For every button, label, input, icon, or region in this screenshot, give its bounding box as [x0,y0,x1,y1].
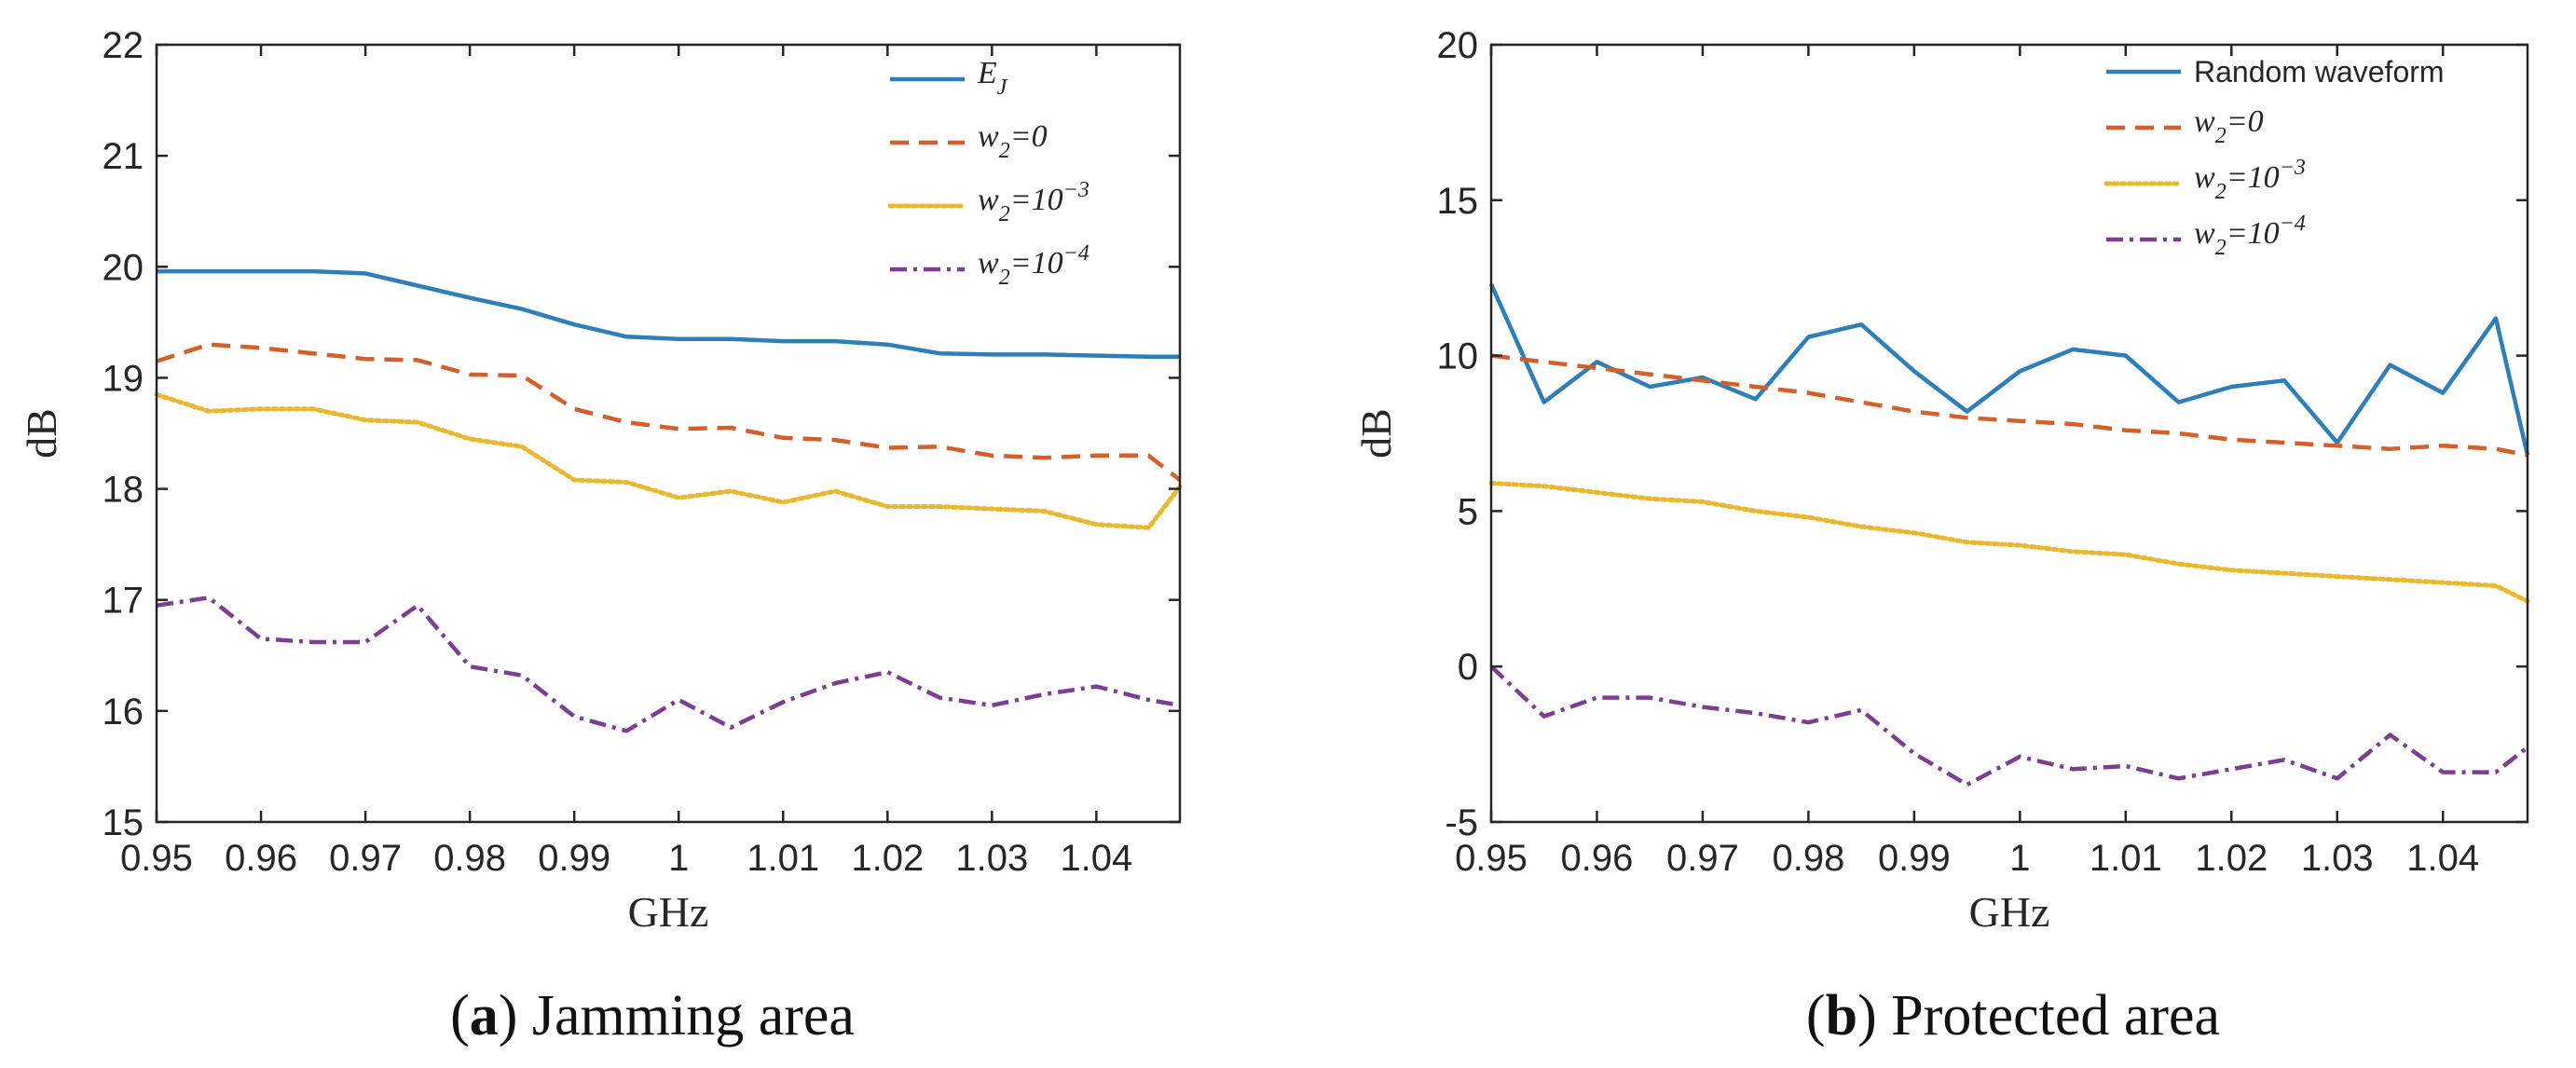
panel-caption: (a) Jamming area [450,984,855,1047]
legend-label: EJ [977,56,1008,100]
legend-label: w2=10−3 [2194,156,2306,204]
x-tick-label: 0.95 [1455,838,1528,879]
y-tick-label: 17 [103,581,144,622]
x-tick-label: 0.99 [1878,838,1951,879]
y-tick-label: 5 [1458,491,1478,532]
x-axis-label: GHz [1969,888,2050,936]
x-tick-label: 1.03 [2301,838,2374,879]
x-tick-label: 1.01 [2090,838,2162,879]
axes-frame-a [155,43,1182,824]
x-tick-label: 1.03 [955,838,1028,879]
x-tick-label: 0.98 [1772,838,1844,879]
x-tick-label: 0.96 [225,838,297,879]
y-tick-label: 10 [1437,336,1479,377]
y-tick-label: 0 [1458,647,1478,688]
series-line-a-3 [156,596,1181,733]
panel-caption: (b) Protected area [1806,984,2220,1047]
series-line-b-3 [1489,664,2529,787]
x-tick-label: 0.99 [538,838,610,879]
x-tick-label: 0.95 [120,838,193,879]
legend-label: w2=10−4 [978,241,1089,290]
panel-b-protected-area: -5 0 5 10 15 20 0.95 0.96 0.97 0.98 0.99 1 1.01 1.02 1… [1352,25,2530,1047]
legend-label: w2=0 [2194,104,2264,148]
y-tick-label: 20 [1437,25,1479,66]
x-tick-label: 0.97 [329,838,402,879]
x-tick-label: 0.96 [1561,838,1634,879]
x-tick-label: 1 [668,838,689,879]
x-tick-label: 1 [2009,838,2030,879]
x-tick-label: 1.02 [2195,838,2268,879]
series-line-a-2 [154,391,1183,530]
x-tick-label: 0.97 [1666,838,1739,879]
legend-label: w2=0 [978,119,1048,163]
legend-label: w2=10−4 [2194,212,2306,260]
x-tick-label: 1.02 [851,838,924,879]
y-tick-label: 19 [103,358,144,399]
series-line-a-0 [157,268,1180,360]
x-axis-label: GHz [628,888,709,936]
panel-a-jamming-area: 15 16 17 18 19 20 21 22 0.95 0.96 0.97 0.98 0.99 1 1.0… [18,25,1183,1047]
series-line-a-1 [156,342,1182,482]
series-line-b-1 [1490,353,2528,458]
y-tick-label: 22 [103,25,144,66]
y-tick-label: 20 [103,247,144,288]
y-axis-label: dB [18,408,65,459]
y-axis-label: dB [1352,408,1400,459]
y-tick-label: 21 [103,136,144,177]
series-line-b-0 [1488,282,2530,456]
y-tick-label: 18 [103,470,144,511]
y-tick-label: 15 [1437,181,1479,222]
x-tick-label: 1.04 [2406,838,2479,879]
y-tick-label: -5 [1445,802,1478,843]
x-tick-label: 0.98 [433,838,506,879]
y-tick-label: 15 [103,802,144,843]
axes-frame-b [1489,43,2529,824]
series-line-b-2 [1488,480,2530,604]
x-tick-label: 1.04 [1060,838,1132,879]
x-tick-label: 1.01 [747,838,819,879]
legend-label: Random waveform [2194,55,2445,89]
y-tick-label: 16 [103,691,144,733]
legend-label: w2=10−3 [978,178,1089,226]
